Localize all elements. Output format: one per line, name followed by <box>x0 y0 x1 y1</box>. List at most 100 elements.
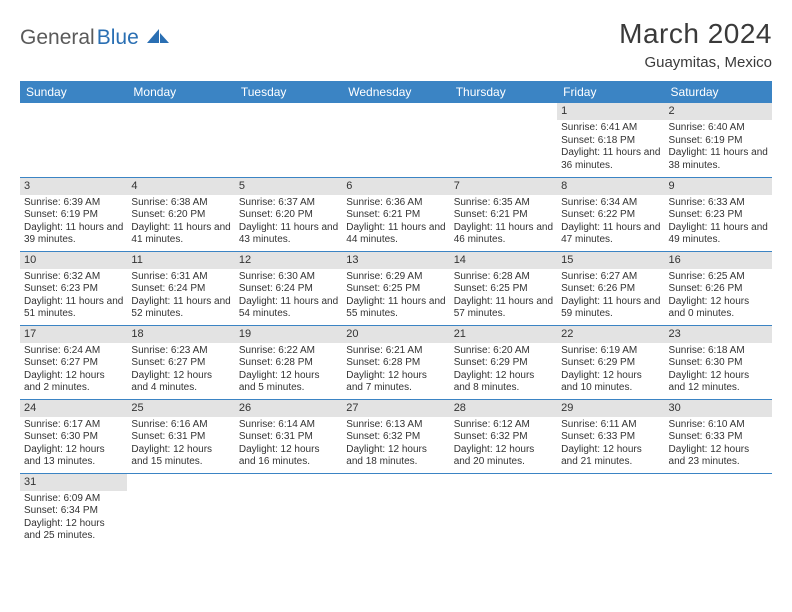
daylight-text: Daylight: 12 hours and 2 minutes. <box>24 370 123 395</box>
sunrise-text: Sunrise: 6:32 AM <box>24 271 123 284</box>
day-details: Sunrise: 6:20 AMSunset: 6:29 PMDaylight:… <box>450 343 557 399</box>
day-number: 3 <box>20 178 127 195</box>
daylight-text: Daylight: 11 hours and 57 minutes. <box>454 296 553 321</box>
sunrise-text: Sunrise: 6:39 AM <box>24 197 123 210</box>
calendar-day-cell: 23Sunrise: 6:18 AMSunset: 6:30 PMDayligh… <box>665 325 772 399</box>
daylight-text: Daylight: 11 hours and 43 minutes. <box>239 222 338 247</box>
sunrise-text: Sunrise: 6:24 AM <box>24 345 123 358</box>
calendar-day-cell: 28Sunrise: 6:12 AMSunset: 6:32 PMDayligh… <box>450 399 557 473</box>
day-number: 22 <box>557 326 664 343</box>
sunrise-text: Sunrise: 6:37 AM <box>239 197 338 210</box>
daylight-text: Daylight: 12 hours and 18 minutes. <box>346 444 445 469</box>
sunset-text: Sunset: 6:23 PM <box>669 209 768 222</box>
day-number: 29 <box>557 400 664 417</box>
location: Guaymitas, Mexico <box>619 54 772 71</box>
sunrise-text: Sunrise: 6:20 AM <box>454 345 553 358</box>
sunset-text: Sunset: 6:32 PM <box>454 431 553 444</box>
day-number: 4 <box>127 178 234 195</box>
daylight-text: Daylight: 12 hours and 20 minutes. <box>454 444 553 469</box>
day-details: Sunrise: 6:36 AMSunset: 6:21 PMDaylight:… <box>342 195 449 251</box>
daylight-text: Daylight: 12 hours and 4 minutes. <box>131 370 230 395</box>
day-number: 21 <box>450 326 557 343</box>
day-number: 2 <box>665 103 772 120</box>
sunrise-text: Sunrise: 6:41 AM <box>561 122 660 135</box>
daylight-text: Daylight: 11 hours and 36 minutes. <box>561 147 660 172</box>
day-details: Sunrise: 6:12 AMSunset: 6:32 PMDaylight:… <box>450 417 557 473</box>
sunset-text: Sunset: 6:24 PM <box>239 283 338 296</box>
sunrise-text: Sunrise: 6:09 AM <box>24 493 123 506</box>
sunrise-text: Sunrise: 6:17 AM <box>24 419 123 432</box>
day-number: 24 <box>20 400 127 417</box>
day-details: Sunrise: 6:29 AMSunset: 6:25 PMDaylight:… <box>342 269 449 325</box>
month-title: March 2024 <box>619 18 772 50</box>
day-details: Sunrise: 6:25 AMSunset: 6:26 PMDaylight:… <box>665 269 772 325</box>
calendar-day-cell <box>342 473 449 547</box>
calendar-day-cell: 27Sunrise: 6:13 AMSunset: 6:32 PMDayligh… <box>342 399 449 473</box>
calendar-week-row: 1Sunrise: 6:41 AMSunset: 6:18 PMDaylight… <box>20 103 772 177</box>
day-number: 15 <box>557 252 664 269</box>
sunset-text: Sunset: 6:26 PM <box>669 283 768 296</box>
sunrise-text: Sunrise: 6:28 AM <box>454 271 553 284</box>
calendar-week-row: 31Sunrise: 6:09 AMSunset: 6:34 PMDayligh… <box>20 473 772 547</box>
day-number: 1 <box>557 103 664 120</box>
sunset-text: Sunset: 6:23 PM <box>24 283 123 296</box>
day-number: 11 <box>127 252 234 269</box>
day-number: 12 <box>235 252 342 269</box>
sunrise-text: Sunrise: 6:36 AM <box>346 197 445 210</box>
daylight-text: Daylight: 12 hours and 16 minutes. <box>239 444 338 469</box>
calendar-week-row: 3Sunrise: 6:39 AMSunset: 6:19 PMDaylight… <box>20 177 772 251</box>
sunset-text: Sunset: 6:21 PM <box>454 209 553 222</box>
logo-text-blue: Blue <box>97 26 139 50</box>
sunrise-text: Sunrise: 6:10 AM <box>669 419 768 432</box>
day-details: Sunrise: 6:16 AMSunset: 6:31 PMDaylight:… <box>127 417 234 473</box>
daylight-text: Daylight: 12 hours and 0 minutes. <box>669 296 768 321</box>
calendar-day-cell: 31Sunrise: 6:09 AMSunset: 6:34 PMDayligh… <box>20 473 127 547</box>
sunset-text: Sunset: 6:32 PM <box>346 431 445 444</box>
daylight-text: Daylight: 12 hours and 15 minutes. <box>131 444 230 469</box>
daylight-text: Daylight: 11 hours and 52 minutes. <box>131 296 230 321</box>
daylight-text: Daylight: 12 hours and 25 minutes. <box>24 518 123 543</box>
sunset-text: Sunset: 6:30 PM <box>669 357 768 370</box>
calendar-day-cell <box>127 473 234 547</box>
calendar-day-cell: 2Sunrise: 6:40 AMSunset: 6:19 PMDaylight… <box>665 103 772 177</box>
day-details: Sunrise: 6:24 AMSunset: 6:27 PMDaylight:… <box>20 343 127 399</box>
calendar-day-cell <box>20 103 127 177</box>
day-number: 28 <box>450 400 557 417</box>
daylight-text: Daylight: 11 hours and 41 minutes. <box>131 222 230 247</box>
sunrise-text: Sunrise: 6:40 AM <box>669 122 768 135</box>
calendar-day-cell <box>665 473 772 547</box>
day-details: Sunrise: 6:17 AMSunset: 6:30 PMDaylight:… <box>20 417 127 473</box>
sunrise-text: Sunrise: 6:33 AM <box>669 197 768 210</box>
day-number: 13 <box>342 252 449 269</box>
weekday-header: Monday <box>127 81 234 103</box>
weekday-header: Thursday <box>450 81 557 103</box>
title-block: March 2024 Guaymitas, Mexico <box>619 18 772 71</box>
weekday-header: Wednesday <box>342 81 449 103</box>
calendar-day-cell <box>235 103 342 177</box>
calendar-week-row: 10Sunrise: 6:32 AMSunset: 6:23 PMDayligh… <box>20 251 772 325</box>
calendar-week-row: 24Sunrise: 6:17 AMSunset: 6:30 PMDayligh… <box>20 399 772 473</box>
calendar-day-cell: 9Sunrise: 6:33 AMSunset: 6:23 PMDaylight… <box>665 177 772 251</box>
sunrise-text: Sunrise: 6:27 AM <box>561 271 660 284</box>
weekday-header: Sunday <box>20 81 127 103</box>
day-number: 5 <box>235 178 342 195</box>
sunset-text: Sunset: 6:25 PM <box>454 283 553 296</box>
sunset-text: Sunset: 6:34 PM <box>24 505 123 518</box>
calendar-day-cell: 29Sunrise: 6:11 AMSunset: 6:33 PMDayligh… <box>557 399 664 473</box>
day-details: Sunrise: 6:41 AMSunset: 6:18 PMDaylight:… <box>557 120 664 176</box>
day-number: 27 <box>342 400 449 417</box>
daylight-text: Daylight: 12 hours and 23 minutes. <box>669 444 768 469</box>
weekday-header-row: Sunday Monday Tuesday Wednesday Thursday… <box>20 81 772 103</box>
daylight-text: Daylight: 12 hours and 12 minutes. <box>669 370 768 395</box>
day-details: Sunrise: 6:35 AMSunset: 6:21 PMDaylight:… <box>450 195 557 251</box>
sunset-text: Sunset: 6:29 PM <box>561 357 660 370</box>
sunset-text: Sunset: 6:24 PM <box>131 283 230 296</box>
sunset-text: Sunset: 6:33 PM <box>669 431 768 444</box>
sunset-text: Sunset: 6:20 PM <box>131 209 230 222</box>
day-details: Sunrise: 6:28 AMSunset: 6:25 PMDaylight:… <box>450 269 557 325</box>
calendar-day-cell: 11Sunrise: 6:31 AMSunset: 6:24 PMDayligh… <box>127 251 234 325</box>
sunrise-text: Sunrise: 6:38 AM <box>131 197 230 210</box>
daylight-text: Daylight: 11 hours and 46 minutes. <box>454 222 553 247</box>
day-number: 6 <box>342 178 449 195</box>
daylight-text: Daylight: 12 hours and 21 minutes. <box>561 444 660 469</box>
